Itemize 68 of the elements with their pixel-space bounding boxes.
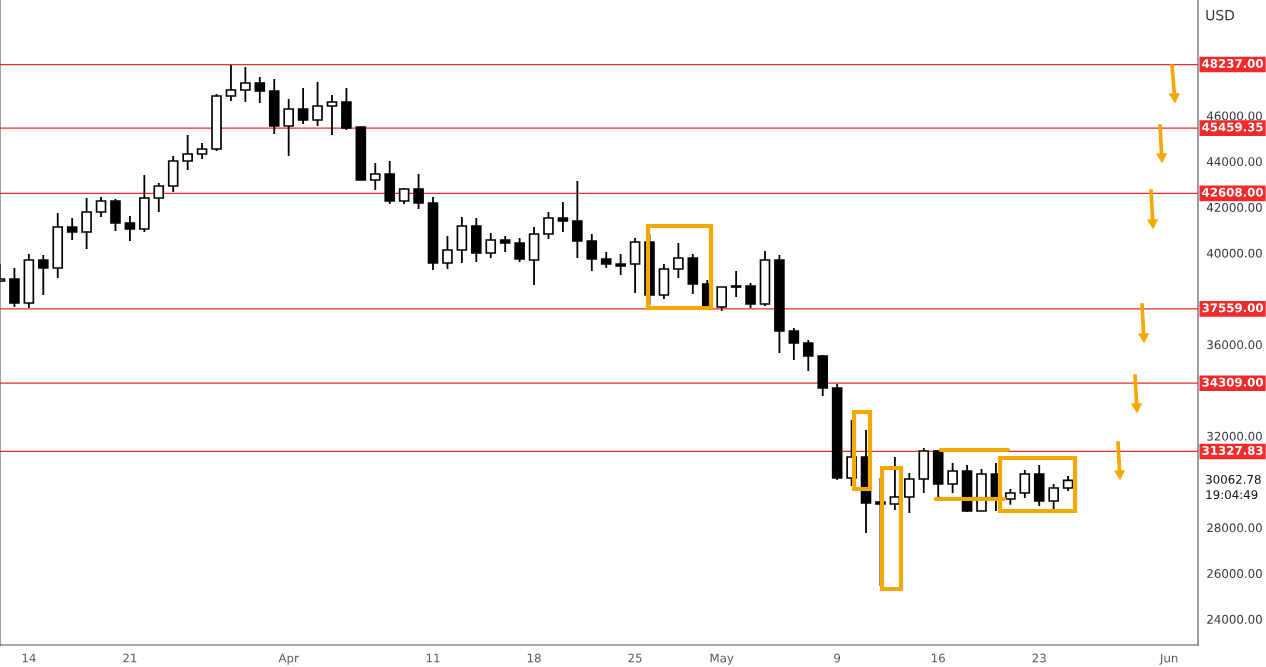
candlestick [254,76,266,104]
candlestick [745,282,756,309]
y-tick-label: 26000.00 [1207,569,1262,579]
y-tick-label: 24000.00 [1207,614,1262,624]
candlestick [240,66,251,103]
candlestick [66,217,78,241]
y-tick-label: 36000.00 [1207,340,1262,350]
y-tick-label: 28000.00 [1207,523,1262,533]
x-tick-label: 16 [931,653,945,663]
candlestick [326,94,338,136]
y-tick-label: 40000.00 [1206,248,1262,258]
candlestick [889,456,901,511]
candlestick [110,198,121,232]
candlestick [312,81,323,127]
ref-line-label: 42608.00 [1202,187,1264,197]
text: 19:04:49 [1206,490,1258,500]
y-tick-label: 32000.00 [1207,431,1262,441]
x-tick-label: Apr [278,653,299,665]
candlestick [788,327,800,361]
x-tick-label: 9 [834,653,841,663]
candlestick [802,339,814,372]
candlestick [586,233,598,272]
candlestick [369,162,381,191]
candlestick [442,235,453,270]
candlestick [730,270,742,298]
x-tick-label: 23 [1032,653,1046,663]
x-tick-label: 18 [527,653,541,663]
candlestick [615,253,626,276]
candlestick [153,182,165,213]
candlestick [673,242,684,279]
candlestick [514,237,525,263]
ref-line-label: 34309.00 [1202,377,1264,387]
y-tick-label: 44000.00 [1206,157,1262,167]
candlestick [124,215,136,242]
candlestick [572,180,583,259]
x-tick-label: 14 [22,653,36,663]
candlestick [283,98,294,157]
ref-line-label: 45459.35 [1202,122,1263,132]
candlestick [1048,483,1059,512]
x-tick-label: May [710,653,734,665]
candlestick [413,173,424,210]
candlestick [1019,469,1031,499]
candlestick [485,232,497,259]
candlestick [9,267,20,308]
candlestick [95,196,107,218]
candlestick [297,87,309,125]
candlestick [716,286,727,312]
x-tick-label: 25 [628,653,642,663]
candlestick [37,254,49,296]
x-tick-label: 11 [426,653,440,663]
candlestick [904,472,915,514]
candlestick [81,197,92,250]
candlestick [225,64,237,102]
ref-line-label: 37559.00 [1202,303,1264,313]
x-tick-label: Jun [1159,653,1178,665]
x-tick-label: 21 [123,653,137,663]
ref-line-label: 31327.83 [1202,445,1263,455]
ref-line-label: 48237.00 [1202,59,1264,68]
text: 30062.78 [1206,474,1261,484]
candlestick [629,237,641,294]
y-tick-label: 46000.00 [1206,111,1262,121]
candlestick [557,201,569,233]
candlestick [182,134,193,171]
candlestick [456,216,468,264]
candlestick [947,462,958,494]
candlestick [543,211,554,240]
y-tick-label: 42000.00 [1206,202,1262,212]
y-axis-title: USD [1206,9,1235,21]
